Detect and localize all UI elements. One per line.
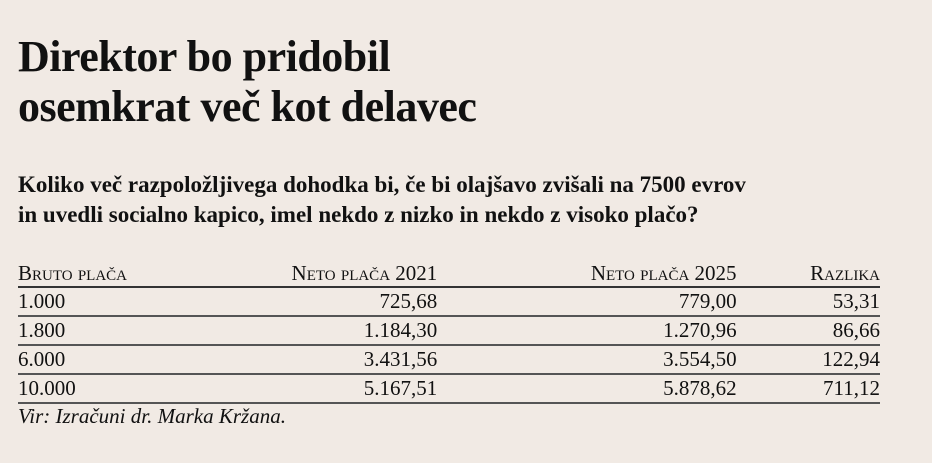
cell-bruto: 1.000 (18, 287, 138, 317)
cell-neto-2021: 1.184,30 (138, 316, 438, 346)
table-row: 10.000 5.167,51 5.878,62 711,12 (18, 374, 880, 404)
source-note: Vir: Izračuni dr. Marka Kržana. (18, 404, 286, 428)
headline-line: osemkrat več kot delavec (18, 82, 477, 131)
cell-neto-2021: 5.167,51 (138, 374, 438, 404)
table-row: 6.000 3.431,56 3.554,50 122,94 (18, 345, 880, 375)
cell-neto-2025: 779,00 (437, 287, 737, 317)
headline: Direktor bo pridobil osemkrat več kot de… (18, 32, 477, 132)
salary-table: Bruto plača Neto plača 2021 Neto plača 2… (18, 256, 880, 404)
headline-line: Direktor bo pridobil (18, 32, 391, 81)
cell-razlika: 53,31 (736, 287, 880, 317)
cell-bruto: 6.000 (18, 345, 138, 375)
cell-neto-2021: 725,68 (138, 287, 438, 317)
subtitle-line: Koliko več razpoložljivega dohodka bi, č… (18, 172, 746, 197)
cell-bruto: 1.800 (18, 316, 138, 346)
cell-razlika: 86,66 (736, 316, 880, 346)
cell-neto-2025: 1.270,96 (437, 316, 737, 346)
header-bruto: Bruto plača (18, 256, 138, 288)
cell-neto-2021: 3.431,56 (138, 345, 438, 375)
subtitle-line: in uvedli socialno kapico, imel nekdo z … (18, 202, 699, 227)
header-razlika: Razlika (736, 256, 880, 288)
table-row: 1.800 1.184,30 1.270,96 86,66 (18, 316, 880, 346)
subtitle: Koliko več razpoložljivega dohodka bi, č… (18, 170, 746, 230)
table-row: 1.000 725,68 779,00 53,31 (18, 287, 880, 317)
cell-razlika: 122,94 (736, 345, 880, 375)
cell-neto-2025: 3.554,50 (437, 345, 737, 375)
cell-bruto: 10.000 (18, 374, 138, 404)
cell-neto-2025: 5.878,62 (437, 374, 737, 404)
table-header-row: Bruto plača Neto plača 2021 Neto plača 2… (18, 256, 880, 288)
header-neto-2021: Neto plača 2021 (138, 256, 438, 288)
cell-razlika: 711,12 (736, 374, 880, 404)
header-neto-2025: Neto plača 2025 (437, 256, 737, 288)
